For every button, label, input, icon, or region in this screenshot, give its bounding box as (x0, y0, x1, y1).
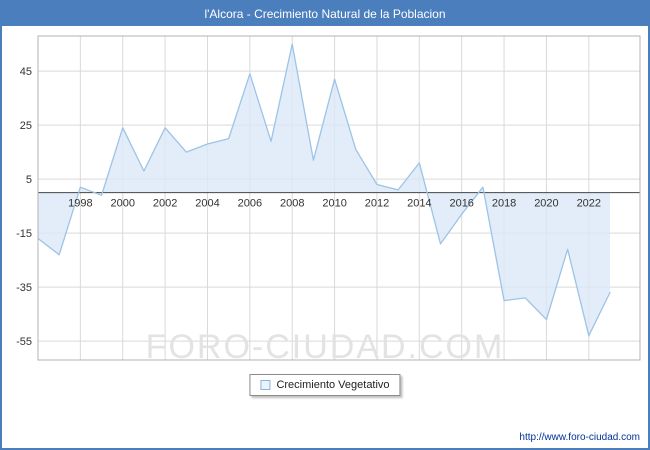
chart-canvas: 45 25 5 -15 -35 -55 1998 2000 2002 2004 2006 2008 20… (16, 35, 641, 361)
svg-text:2000: 2000 (110, 198, 134, 210)
svg-text:2004: 2004 (195, 198, 219, 210)
svg-text:2012: 2012 (365, 198, 389, 210)
legend: Crecimiento Vegetativo (249, 374, 401, 396)
svg-text:2016: 2016 (449, 198, 473, 210)
legend-label: Crecimiento Vegetativo (276, 379, 390, 391)
svg-text:-55: -55 (16, 336, 32, 348)
svg-text:2020: 2020 (534, 198, 558, 210)
svg-text:2022: 2022 (577, 198, 601, 210)
svg-text:5: 5 (26, 174, 32, 186)
svg-text:2010: 2010 (322, 198, 346, 210)
svg-text:-35: -35 (16, 282, 32, 294)
svg-text:2014: 2014 (407, 198, 431, 210)
legend-marker-icon (260, 380, 271, 390)
svg-text:2006: 2006 (238, 198, 262, 210)
svg-text:45: 45 (20, 66, 32, 78)
footer-link[interactable]: http://www.foro-ciudad.com (519, 432, 640, 443)
svg-text:2018: 2018 (492, 198, 516, 210)
svg-text:25: 25 (20, 120, 32, 132)
svg-text:1998: 1998 (68, 198, 92, 210)
svg-text:2008: 2008 (280, 198, 304, 210)
svg-text:-15: -15 (16, 228, 32, 240)
chart-title: l'Alcora - Crecimiento Natural de la Pob… (2, 2, 648, 26)
svg-text:2002: 2002 (153, 198, 177, 210)
